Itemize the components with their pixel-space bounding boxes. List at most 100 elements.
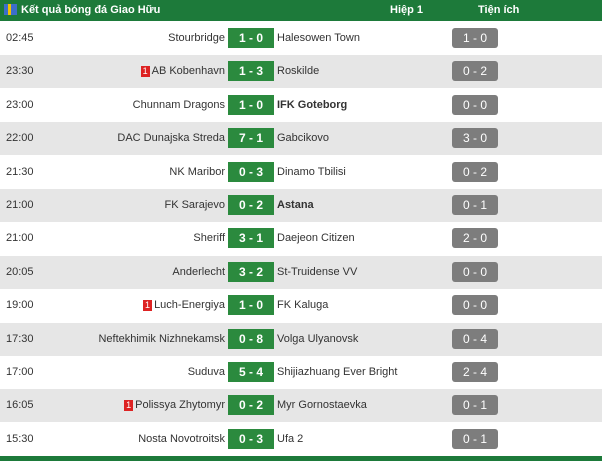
home-name: DAC Dunajska Streda	[117, 132, 225, 145]
match-row: 21:00 FK Sarajevo 0 - 2 Astana 0 - 1	[0, 189, 602, 222]
home-team: DAC Dunajska Streda	[117, 132, 225, 144]
half-time-score: 0 - 1	[452, 428, 498, 449]
match-row: 17:00 Suduva 5 - 4 Shijiazhuang Ever Bright…	[0, 356, 602, 389]
home-team: 1 AB Kobenhavn	[140, 65, 225, 78]
match-time: 21:30	[6, 165, 34, 178]
match-score: 5 - 4	[228, 362, 274, 382]
away-team: Astana	[277, 199, 314, 211]
half-time-score: 0 - 0	[452, 261, 498, 282]
away-team: Shijiazhuang Ever Bright	[277, 366, 398, 378]
home-team: Suduva	[188, 366, 225, 378]
match-score: 1 - 0	[228, 28, 274, 48]
match-time: 02:45	[6, 32, 34, 44]
header-tools: Tiện ích	[478, 4, 520, 16]
home-name: Nosta Novotroitsk	[138, 432, 225, 445]
match-time: 21:00	[6, 232, 34, 245]
away-team: IFK Goteborg	[277, 98, 348, 111]
match-score: 0 - 2	[228, 195, 274, 215]
match-row: 23:00 Chunnam Dragons 1 - 0 IFK Goteborg 0 -…	[0, 89, 602, 122]
home-team: Neftekhimik Nizhnekamsk	[98, 333, 225, 345]
match-score: 7 - 1	[228, 128, 274, 149]
match-row: 17:30 Neftekhimik Nizhnekamsk 0 - 8 Volga U…	[0, 322, 602, 356]
home-team: NK Maribor	[169, 166, 225, 178]
half-time-score: 0 - 1	[452, 395, 498, 416]
match-score: 0 - 2	[228, 395, 274, 416]
home-name: Chunnam Dragons	[132, 98, 225, 111]
away-team: Gabcikovo	[277, 132, 329, 145]
match-time: 15:30	[6, 432, 34, 445]
red-card: 1	[140, 66, 150, 78]
home-team: Sheriff	[193, 232, 225, 244]
away-team: Daejeon Citizen	[277, 232, 355, 245]
header-title: Kết quả bóng đá Giao Hữu	[21, 4, 161, 16]
half-time-score: 2 - 4	[452, 362, 498, 382]
home-team: 1 Polissya Zhytomyr	[124, 399, 225, 412]
away-team: Roskilde	[277, 65, 320, 78]
match-score: 1 - 0	[228, 295, 274, 316]
match-row: 02:45 Stourbridge 1 - 0 Halesowen Town 1 - 0	[0, 22, 602, 55]
home-name: Stourbridge	[168, 32, 225, 44]
match-score: 0 - 3	[228, 161, 274, 182]
half-time-score: 0 - 2	[452, 161, 498, 182]
red-card: 1	[143, 300, 153, 312]
match-row: 15:30 Nosta Novotroitsk 0 - 3 Ufa 2 0 - 1	[0, 423, 602, 456]
away-team: Halesowen Town	[277, 32, 360, 44]
half-time-score: 1 - 0	[452, 28, 498, 48]
match-time: 22:00	[6, 132, 34, 145]
away-team: Myr Gornostaevka	[277, 399, 367, 412]
match-time: 17:30	[6, 332, 34, 345]
home-team: Anderlecht	[172, 266, 225, 278]
home-team: 1 Luch-Energiya	[143, 299, 225, 312]
home-name: Polissya Zhytomyr	[135, 399, 225, 412]
away-team: Volga Ulyanovsk	[277, 332, 359, 345]
home-team: Nosta Novotroitsk	[138, 433, 225, 445]
match-time: 21:00	[6, 199, 34, 211]
match-time: 19:00	[6, 299, 34, 312]
home-team: Stourbridge	[168, 32, 225, 44]
footer-bar	[0, 456, 602, 461]
home-team: Chunnam Dragons	[133, 99, 225, 111]
match-row: 22:00 DAC Dunajska Streda 7 - 1 Gabcikovo 3 …	[0, 122, 602, 156]
match-time: 16:05	[6, 399, 34, 412]
away-team: St-Truidense VV	[277, 265, 358, 278]
half-time-score: 2 - 0	[452, 228, 498, 249]
match-row: 21:30 NK Maribor 0 - 3 Dinamo Tbilisi 0 - 2	[0, 156, 602, 189]
flag-icon	[4, 4, 17, 15]
match-row: 16:05 1 Polissya Zhytomyr 0 - 2 Myr Gornosta…	[0, 389, 602, 423]
match-time: 20:05	[6, 265, 34, 278]
half-time-score: 0 - 4	[452, 328, 498, 349]
match-score: 0 - 8	[228, 328, 274, 349]
half-time-score: 0 - 2	[452, 61, 498, 82]
half-time-score: 3 - 0	[452, 128, 498, 149]
match-time: 23:30	[6, 65, 34, 78]
match-score: 1 - 3	[228, 61, 274, 82]
match-row: 19:00 1 Luch-Energiya 1 - 0 FK Kaluga 0 - 0	[0, 289, 602, 322]
home-team: FK Sarajevo	[164, 199, 225, 211]
home-name: Luch-Energiya	[154, 299, 225, 312]
home-name: Sheriff	[193, 232, 225, 245]
header-half: Hiệp 1	[390, 4, 424, 16]
away-team: Dinamo Tbilisi	[277, 165, 346, 178]
home-name: Suduva	[187, 366, 225, 378]
match-row: 21:00 Sheriff 3 - 1 Daejeon Citizen 2 - 0	[0, 222, 602, 255]
match-time: 17:00	[6, 366, 34, 378]
home-name: FK Sarajevo	[164, 199, 225, 211]
half-time-score: 0 - 0	[452, 94, 498, 115]
home-name: NK Maribor	[169, 165, 225, 178]
home-name: Neftekhimik Nizhnekamsk	[98, 332, 225, 345]
half-time-score: 0 - 1	[452, 195, 498, 215]
match-row: 20:05 Anderlecht 3 - 2 St-Truidense VV 0 - 0	[0, 255, 602, 289]
home-name: Anderlecht	[172, 265, 225, 278]
match-score: 3 - 2	[228, 261, 274, 282]
away-team: FK Kaluga	[277, 299, 329, 312]
header: Kết quả bóng đá Giao Hữu Hiệp 1 Tiện ích	[0, 0, 602, 21]
away-team: Ufa 2	[277, 432, 304, 445]
match-score: 1 - 0	[228, 94, 274, 115]
half-time-score: 0 - 0	[452, 295, 498, 316]
red-card: 1	[124, 400, 134, 412]
match-score: 0 - 3	[228, 428, 274, 449]
match-time: 23:00	[6, 98, 34, 111]
match-score: 3 - 1	[228, 228, 274, 249]
home-name: AB Kobenhavn	[151, 65, 225, 78]
